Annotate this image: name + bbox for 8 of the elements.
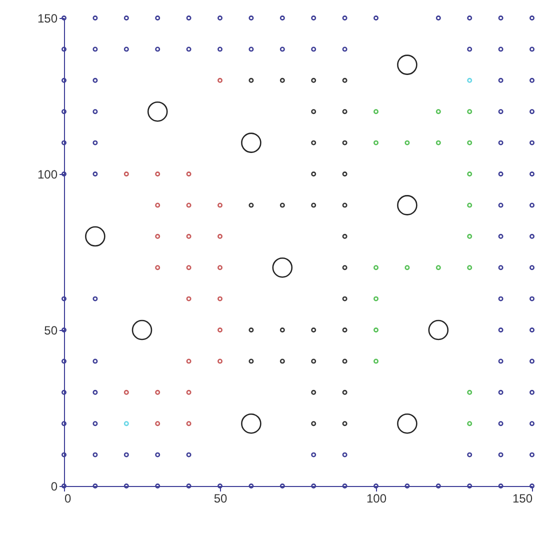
x-tick-label: 100 (366, 492, 387, 506)
y-tick-label: 150 (37, 12, 58, 26)
y-tick-label: 0 (50, 480, 58, 494)
x-tick-label: 50 (214, 492, 228, 506)
x-tick-label: 0 (64, 492, 72, 506)
y-tick-label: 100 (37, 168, 58, 182)
x-tick-label: 150 (512, 492, 533, 506)
y-tick-label: 50 (44, 324, 58, 338)
